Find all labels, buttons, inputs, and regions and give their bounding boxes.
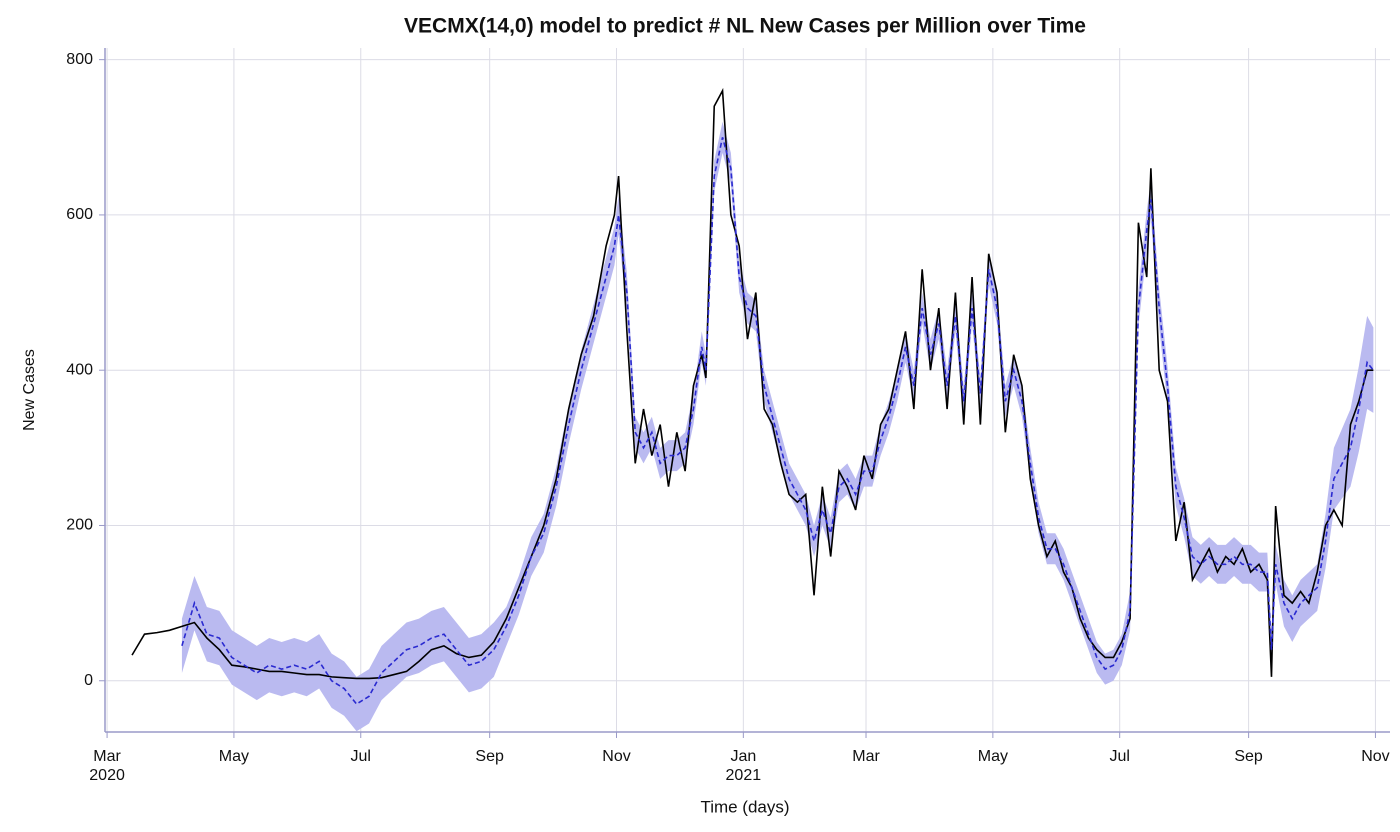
- confidence-band: [181, 121, 1374, 732]
- x-year-label: 2021: [726, 767, 762, 784]
- y-tick-label: 0: [84, 672, 93, 689]
- x-tick-label: Jul: [351, 748, 371, 765]
- x-tick-label: Mar: [93, 748, 121, 765]
- chart-title: VECMX(14,0) model to predict # NL New Ca…: [404, 15, 1086, 38]
- x-tick-label: Jul: [1109, 748, 1129, 765]
- x-tick-label: Nov: [1361, 748, 1389, 765]
- y-tick-label: 800: [66, 51, 93, 68]
- x-tick-label: Jan: [730, 748, 756, 765]
- x-tick-label: Sep: [475, 748, 504, 765]
- series-line: [181, 137, 1374, 706]
- x-tick-label: Sep: [1234, 748, 1263, 765]
- y-tick-label: 200: [66, 517, 93, 534]
- x-tick-label: May: [219, 748, 249, 765]
- series-line: [131, 87, 1374, 680]
- y-tick-label: 600: [66, 206, 93, 223]
- y-axis-label: New Cases: [21, 349, 38, 431]
- y-tick-label: 400: [66, 361, 93, 378]
- x-axis-label: Time (days): [700, 797, 789, 816]
- x-tick-label: Mar: [852, 748, 880, 765]
- x-tick-label: Nov: [602, 748, 630, 765]
- x-tick-label: May: [978, 748, 1008, 765]
- x-year-label: 2020: [89, 767, 125, 784]
